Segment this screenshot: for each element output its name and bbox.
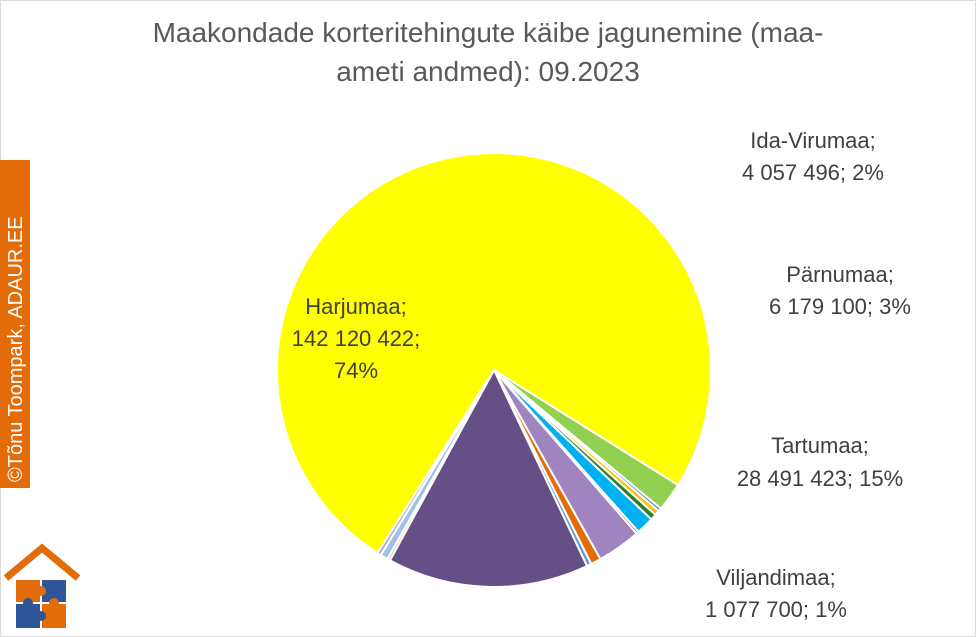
data-label-ida-virumaa: Ida-Virumaa; 4 057 496; 2% xyxy=(742,128,884,185)
logo-puzzle-knob-1 xyxy=(36,586,46,596)
adaur-logo xyxy=(3,543,81,628)
data-label-parnumaa-line-2: 6 179 100; 3% xyxy=(769,294,911,319)
pie-slice-harjumaa xyxy=(276,152,712,555)
logo-puzzle-piece-orange-1 xyxy=(16,580,40,602)
data-label-harjumaa-line-2: 142 120 422; xyxy=(292,326,420,351)
data-label-ida-virumaa-line-1: Ida-Virumaa; xyxy=(750,128,876,153)
data-label-harjumaa-line-3: 74% xyxy=(334,358,378,383)
chart-title-line-1: Maakondade korteritehingute käibe jagune… xyxy=(153,17,824,48)
logo-puzzle-knob-2 xyxy=(23,598,33,608)
data-label-harjumaa-line-1: Harjumaa; xyxy=(305,294,406,319)
pie-slices xyxy=(276,152,712,589)
pie-slice-unlabeled-13 xyxy=(376,369,495,557)
data-label-viljandimaa: Viljandimaa; 1 077 700; 1% xyxy=(705,565,847,622)
chart-title-line-2: ameti andmed): 09.2023 xyxy=(336,56,640,87)
data-label-tartumaa: Tartumaa; 28 491 423; 15% xyxy=(737,433,903,491)
data-label-tartumaa-line-1: Tartumaa; xyxy=(771,433,869,458)
pie-slice-tartumaa xyxy=(388,367,589,589)
logo-puzzle-knob-4 xyxy=(36,611,46,621)
data-label-ida-virumaa-line-2: 4 057 496; 2% xyxy=(742,160,884,185)
logo-roof-icon xyxy=(3,543,81,581)
logo-puzzle-knob-3 xyxy=(49,598,59,608)
data-label-viljandimaa-line-2: 1 077 700; 1% xyxy=(705,597,847,622)
credit-text: ©Tõnu Toompark, ADAUR.EE xyxy=(5,216,27,482)
data-label-harjumaa: Harjumaa; 142 120 422; 74% xyxy=(292,294,420,383)
data-label-tartumaa-line-2: 28 491 423; 15% xyxy=(737,466,903,491)
credit-banner-background xyxy=(0,160,30,488)
data-label-viljandimaa-line-1: Viljandimaa; xyxy=(716,565,835,590)
logo-puzzle-piece-blue-1 xyxy=(42,580,66,602)
credit-banner: ©Tõnu Toompark, ADAUR.EE xyxy=(0,160,30,488)
data-label-parnumaa-line-1: Pärnumaa; xyxy=(786,262,894,287)
data-label-parnumaa: Pärnumaa; 6 179 100; 3% xyxy=(769,262,911,319)
